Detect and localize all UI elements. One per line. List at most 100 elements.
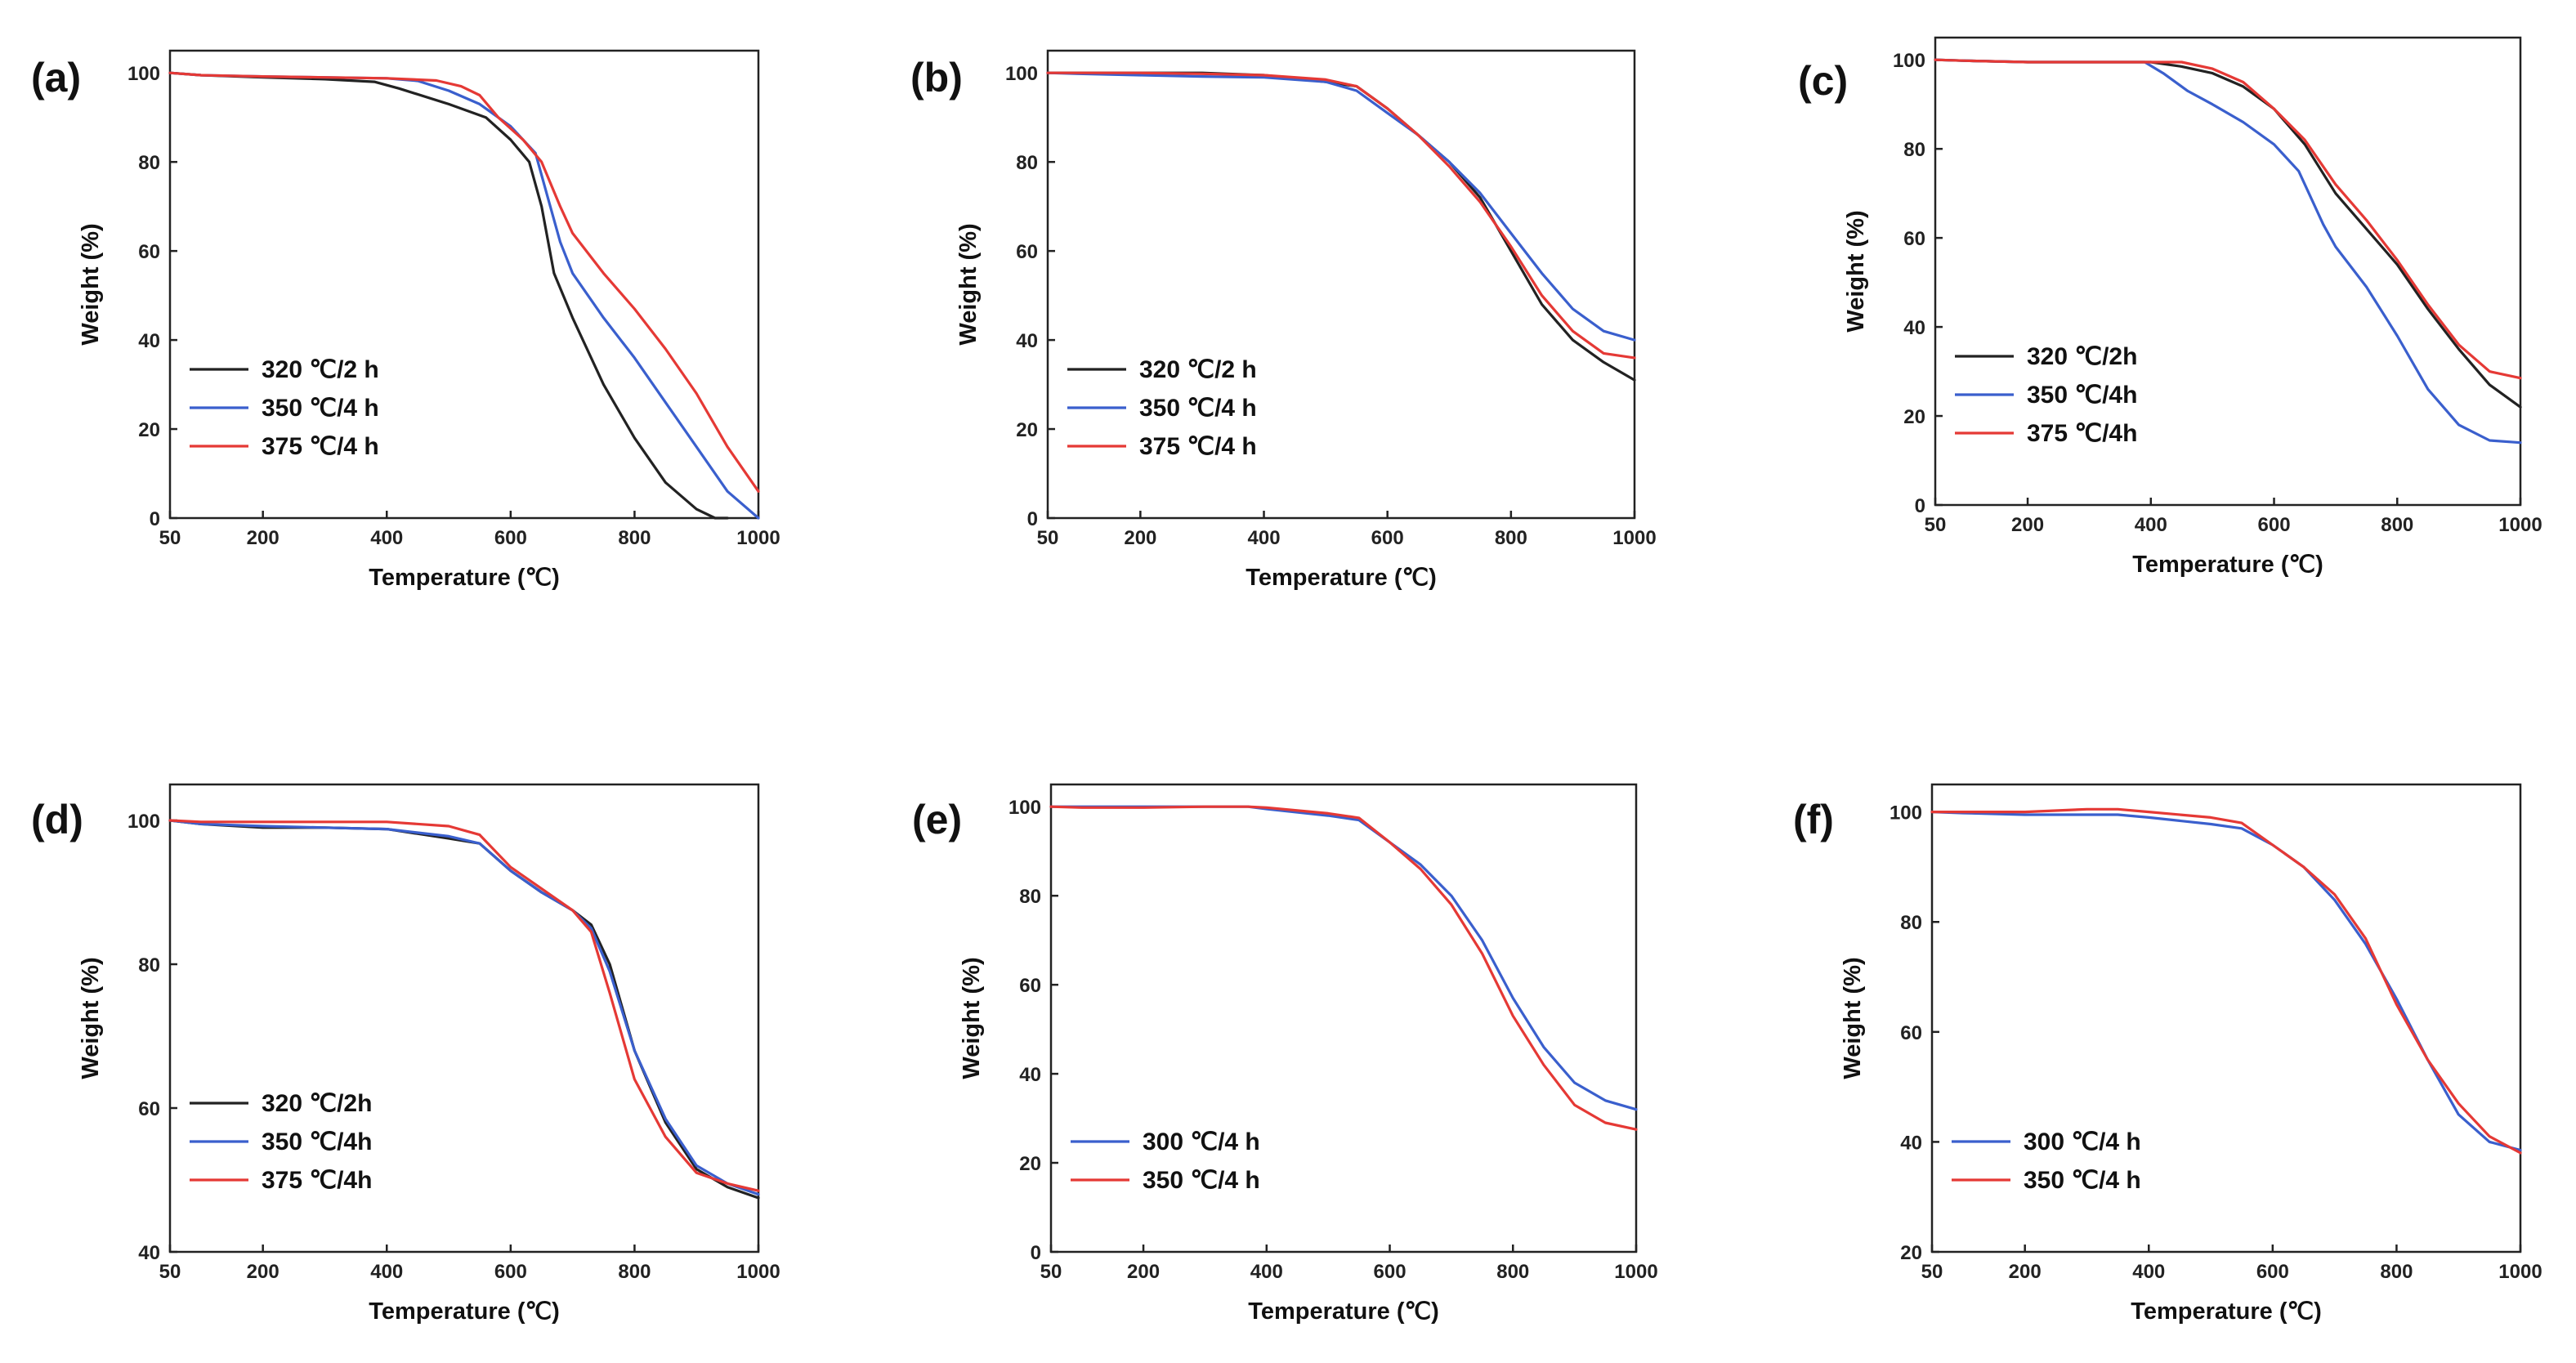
x-tick-label: 200 [247,1261,280,1283]
plot-frame [168,783,760,1254]
x-tick-label: 800 [2381,514,2413,536]
y-tick-label: 80 [138,954,160,976]
series-line-375-4h [168,819,760,1192]
panel-label: (f) [1793,797,1834,842]
y-tick-label: 40 [1900,1132,1922,1154]
x-tick-label: 400 [370,527,403,549]
x-axis-label: Temperature (℃) [2131,1298,2321,1325]
legend-entry-350-4-h: 350 ℃/4 h [1139,395,1257,422]
y-tick-label: 0 [150,508,160,530]
y-tick-label: 60 [1903,228,1925,250]
x-tick-label: 600 [2258,514,2291,536]
series-line-375-4h [1934,58,2522,380]
x-tick-label: 600 [1371,527,1404,549]
x-tick-label: 1000 [1612,527,1656,549]
panel-e: 50 200 400 600 800 1000 0 20 40 60 80 100 Temperatur… [912,783,1658,1325]
panel-f: 50 200 400 600 800 1000 20 40 60 80 100 Temperature… [1793,783,2542,1325]
x-tick-label: 600 [494,1261,527,1283]
x-tick-label: 1000 [736,1261,780,1283]
y-tick-label: 80 [1903,139,1925,161]
y-tick-label: 80 [1019,886,1041,908]
x-tick-label: 200 [2011,514,2044,536]
y-tick-label: 40 [138,330,160,352]
panel-d: 50 200 400 600 800 1000 40 60 80 100 Temperature (… [31,783,780,1325]
y-tick-label: 20 [138,419,160,441]
x-tick-label: 600 [2256,1261,2289,1283]
series-line-350-4h [168,819,760,1196]
y-tick-label: 100 [127,811,160,833]
y-axis-label: Weight (%) [955,223,982,345]
plot-frame [1046,49,1636,520]
panel-label: (e) [912,797,962,842]
y-tick-label: 0 [1027,508,1038,530]
legend-entry-375-4h: 375 ℃/4h [262,1167,372,1194]
legend-entry-350-4h: 350 ℃/4h [2027,382,2137,409]
y-tick-label: 100 [127,63,160,85]
plot-frame [1049,783,1638,1254]
panel-c: 50 200 400 600 800 1000 0 20 40 60 80 100 Temperatur… [1798,36,2542,578]
panel-a: 50 200 400 600 800 1000 0 20 40 60 80 100 Temperatur… [31,49,780,591]
legend-entry-320-2-h: 320 ℃/2 h [262,356,379,383]
y-tick-label: 20 [1903,406,1925,428]
x-tick-label: 50 [1921,1261,1943,1283]
series-line-320-2-h [1046,71,1636,382]
x-axis-label: Temperature (℃) [1248,1298,1438,1325]
y-tick-label: 20 [1900,1242,1922,1264]
legend-entry-300-4-h: 300 ℃/4 h [2024,1128,2141,1155]
legend-entry-375-4-h: 375 ℃/4 h [262,433,379,460]
legend-entry-375-4h: 375 ℃/4h [2027,420,2137,447]
x-tick-label: 600 [1374,1261,1407,1283]
y-tick-label: 100 [1893,50,1925,72]
x-tick-label: 800 [618,527,651,549]
series-line-375-4-h [168,71,760,493]
y-tick-label: 0 [1031,1242,1041,1264]
y-axis-label: Weight (%) [78,957,104,1079]
x-tick-label: 50 [159,527,181,549]
x-tick-label: 400 [1250,1261,1283,1283]
panel-label: (b) [910,55,963,101]
x-axis-label: Temperature (℃) [369,1298,559,1325]
x-tick-label: 1000 [2498,1261,2542,1283]
legend-entry-350-4-h: 350 ℃/4 h [1143,1167,1260,1194]
series-line-350-4-h [1049,805,1638,1131]
y-axis-label: Weight (%) [78,223,104,345]
legend-entry-300-4-h: 300 ℃/4 h [1143,1128,1260,1155]
x-tick-label: 1000 [1614,1261,1657,1283]
x-tick-label: 400 [1248,527,1281,549]
y-tick-label: 20 [1019,1153,1041,1175]
series-line-350-4-h [1046,71,1636,342]
x-tick-label: 400 [370,1261,403,1283]
legend-entry-320-2-h: 320 ℃/2 h [1139,356,1257,383]
x-axis-label: Temperature (℃) [369,565,559,591]
series-line-350-4-h [168,71,760,520]
panel-label: (c) [1798,58,1848,104]
legend-entry-350-4h: 350 ℃/4h [262,1128,372,1155]
y-tick-label: 20 [1016,419,1038,441]
x-tick-label: 800 [1495,527,1527,549]
y-tick-label: 0 [1915,495,1925,517]
series-line-300-4-h [1049,805,1638,1111]
x-tick-label: 50 [1040,1261,1062,1283]
y-tick-label: 80 [1016,152,1038,174]
y-tick-label: 60 [138,1098,160,1120]
series-line-375-4-h [1046,71,1636,360]
x-tick-label: 200 [247,527,280,549]
x-tick-label: 400 [2135,514,2167,536]
x-tick-label: 50 [1037,527,1059,549]
x-tick-label: 50 [159,1261,181,1283]
x-axis-label: Temperature (℃) [1246,565,1436,591]
legend-entry-350-4-h: 350 ℃/4 h [262,395,379,422]
y-tick-label: 100 [1890,802,1922,825]
y-tick-label: 100 [1008,797,1041,819]
x-tick-label: 200 [1127,1261,1160,1283]
y-tick-label: 60 [1016,241,1038,263]
panel-b: 50 200 400 600 800 1000 0 20 40 60 80 100 Temperatur… [910,49,1657,591]
y-tick-label: 40 [138,1242,160,1264]
x-axis-label: Temperature (℃) [2132,552,2323,578]
x-tick-label: 800 [1496,1261,1529,1283]
y-tick-label: 40 [1016,330,1038,352]
x-tick-label: 1000 [736,527,780,549]
series-line-320-2-h [168,71,729,520]
panel-label: (d) [31,797,83,842]
